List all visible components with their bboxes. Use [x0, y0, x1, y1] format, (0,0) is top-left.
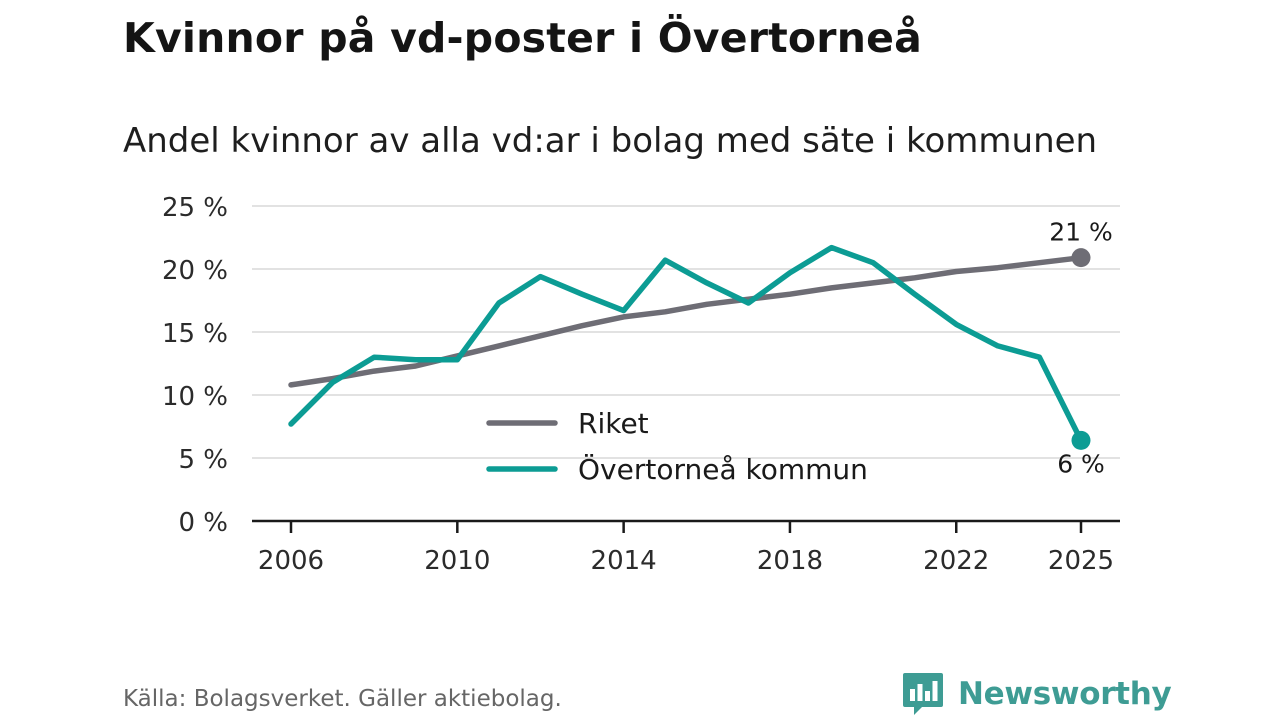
data-point: [1036, 354, 1042, 360]
x-tick-label: 2025: [1048, 546, 1114, 576]
x-tick-label: 2006: [258, 546, 324, 576]
end-label-overtornea: 6 %: [1057, 449, 1105, 478]
data-point: [330, 379, 336, 385]
x-tick-label: 2010: [424, 546, 490, 576]
legend-label: Riket: [578, 407, 649, 440]
data-point: [953, 269, 959, 275]
data-point: [912, 275, 918, 281]
y-tick-label: 10 %: [162, 382, 228, 412]
series-line-overtornea: [288, 244, 1084, 444]
end-point-marker: [1071, 248, 1091, 268]
newsworthy-logo-icon: [903, 673, 943, 715]
data-point: [413, 363, 419, 369]
data-point: [579, 323, 585, 329]
data-point: [870, 280, 876, 286]
x-tick-label: 2018: [757, 546, 823, 576]
data-point: [787, 291, 793, 297]
data-point: [371, 354, 377, 360]
legend: Riket Övertorneå kommun: [486, 407, 868, 486]
data-point: [537, 333, 543, 339]
end-label-riket: 21 %: [1049, 218, 1113, 247]
y-tick-label: 15 %: [162, 319, 228, 349]
grid-lines: [252, 205, 1120, 459]
data-point: [621, 314, 627, 320]
brand-logo: Newsworthy: [902, 671, 1172, 717]
data-point: [787, 270, 793, 276]
end-point-marker: [1071, 430, 1091, 450]
data-point: [870, 260, 876, 266]
data-point: [537, 274, 543, 280]
data-point: [662, 257, 668, 263]
data-point: [288, 382, 294, 388]
data-point: [995, 343, 1001, 349]
data-point: [704, 301, 710, 307]
data-point: [496, 300, 502, 306]
data-point: [579, 291, 585, 297]
chart-subtitle: Andel kvinnor av alla vd:ar i bolag med …: [123, 121, 1098, 161]
x-tick-label: 2014: [591, 546, 657, 576]
data-point: [953, 321, 959, 327]
data-point: [454, 357, 460, 363]
legend-label: Övertorneå kommun: [578, 452, 868, 486]
data-point: [829, 245, 835, 251]
data-point: [413, 357, 419, 363]
y-tick-label: 5 %: [178, 445, 228, 475]
x-tick-label: 2022: [923, 546, 989, 576]
data-point: [704, 280, 710, 286]
data-labels: 21 % 6 %: [1049, 218, 1113, 479]
data-series: [288, 244, 1091, 450]
series-line-riket: [288, 254, 1084, 388]
axes: 0 % 5 % 10 % 15 % 20 % 25 % 2006 2010 2014 2018 20…: [162, 193, 1120, 576]
source-note: Källa: Bolagsverket. Gäller aktiebolag.: [123, 686, 562, 712]
data-point: [1036, 260, 1042, 266]
data-point: [745, 300, 751, 306]
data-point: [912, 291, 918, 297]
data-point: [371, 368, 377, 374]
data-point: [496, 343, 502, 349]
chart-title: Kvinnor på vd-poster i Övertorneå: [123, 14, 922, 62]
y-tick-label: 20 %: [162, 256, 228, 286]
data-point: [829, 285, 835, 291]
data-point: [662, 309, 668, 315]
data-point: [995, 265, 1001, 271]
brand-name: Newsworthy: [958, 676, 1172, 712]
data-point: [621, 308, 627, 314]
y-tick-label: 25 %: [162, 193, 228, 223]
data-point: [288, 421, 294, 427]
y-tick-label: 0 %: [178, 508, 228, 538]
